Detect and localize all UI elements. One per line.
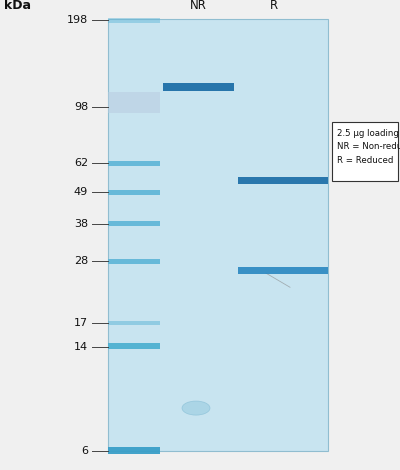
Text: 38: 38 (74, 219, 88, 228)
Text: R: R (270, 0, 278, 12)
FancyBboxPatch shape (108, 258, 160, 264)
Text: 6: 6 (81, 446, 88, 456)
Text: 62: 62 (74, 158, 88, 168)
FancyBboxPatch shape (108, 447, 160, 454)
Text: NR: NR (190, 0, 206, 12)
FancyBboxPatch shape (108, 19, 328, 451)
Text: 49: 49 (74, 187, 88, 197)
Text: 98: 98 (74, 102, 88, 112)
FancyBboxPatch shape (332, 122, 398, 181)
FancyBboxPatch shape (238, 267, 328, 274)
Text: 198: 198 (67, 15, 88, 25)
FancyBboxPatch shape (108, 190, 160, 195)
Text: 17: 17 (74, 318, 88, 328)
FancyBboxPatch shape (238, 177, 328, 184)
FancyBboxPatch shape (163, 83, 234, 91)
Text: 2.5 μg loading
NR = Non-reduced
R = Reduced: 2.5 μg loading NR = Non-reduced R = Redu… (337, 129, 400, 164)
Text: kDa: kDa (4, 0, 31, 12)
FancyBboxPatch shape (108, 343, 160, 349)
Ellipse shape (182, 401, 210, 415)
FancyBboxPatch shape (108, 18, 160, 23)
FancyBboxPatch shape (108, 92, 160, 113)
FancyBboxPatch shape (108, 161, 160, 166)
FancyBboxPatch shape (108, 221, 160, 226)
FancyBboxPatch shape (108, 321, 160, 325)
Text: 14: 14 (74, 342, 88, 352)
Text: 28: 28 (74, 256, 88, 266)
